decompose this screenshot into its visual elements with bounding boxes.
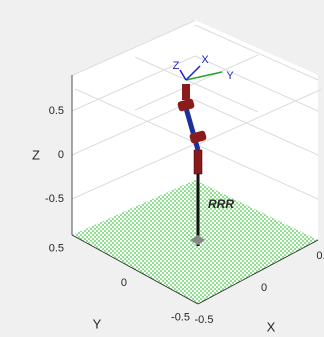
y-tick-label: 0 xyxy=(121,277,127,289)
z-tick-label: -0.5 xyxy=(45,193,64,205)
figure: RRR Z X Y Z Y X -0.5 0 0.5 -0.5 0 0.5 -0.5 0 0.5 xyxy=(0,0,324,337)
x-tick-label: 0.5 xyxy=(316,250,324,262)
robot-name: RRR xyxy=(208,197,234,211)
x-axis-label: X xyxy=(267,319,276,334)
z-tick-label: 0.5 xyxy=(49,105,64,117)
z-tick-label: 0 xyxy=(58,149,64,161)
y-axis-label: Y xyxy=(93,316,102,331)
y-tick-label: -0.5 xyxy=(171,311,190,323)
y-tick-label: 0.5 xyxy=(49,242,64,254)
frame-z-label: Z xyxy=(173,60,180,72)
x-tick-label: 0 xyxy=(261,282,267,294)
frame-x-label: X xyxy=(201,54,209,66)
z-axis-label: Z xyxy=(32,147,40,162)
frame-y-label: Y xyxy=(226,70,234,82)
x-tick-label: -0.5 xyxy=(195,314,214,326)
